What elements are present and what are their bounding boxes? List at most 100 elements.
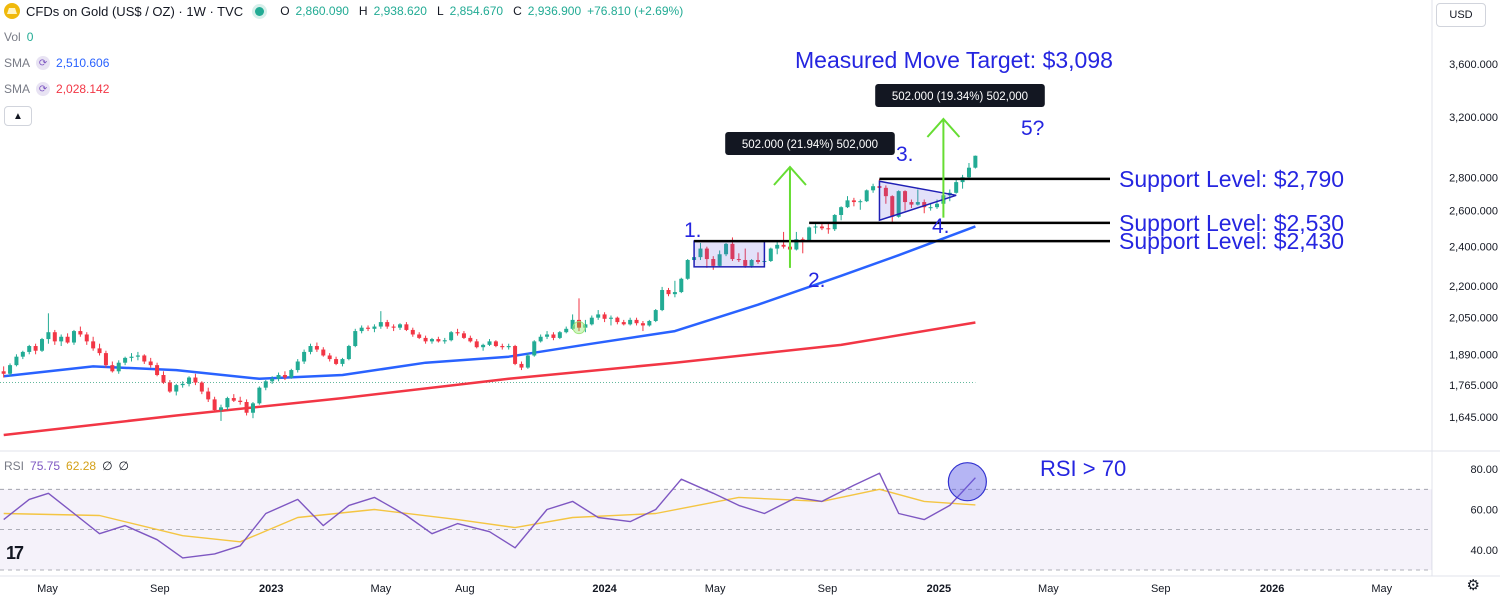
candle-body — [966, 167, 971, 178]
rsi-empty-value: ∅ — [118, 459, 129, 473]
candle-body — [321, 349, 326, 356]
candle-body — [775, 244, 780, 249]
candle-body — [704, 248, 709, 260]
tradingview-logo[interactable]: 17 — [6, 543, 24, 563]
candle-body — [621, 322, 626, 325]
rsi-legend[interactable]: RSI 75.75 62.28 ∅ ∅ — [4, 459, 129, 473]
candle-body — [398, 324, 403, 328]
candle-body — [628, 319, 633, 325]
candle-body — [302, 351, 307, 362]
time-axis-tick-label: Sep — [818, 583, 838, 595]
gold-logo-icon — [4, 3, 20, 19]
candle-body — [14, 356, 19, 366]
candle-body — [161, 375, 166, 383]
candle-body — [474, 341, 479, 348]
measure-label-bg — [725, 132, 895, 155]
rsi-ma-line — [3, 488, 976, 543]
symbol-title[interactable]: CFDs on Gold (US$ / OZ) · 1W · TVC — [26, 3, 244, 19]
candle-body — [65, 336, 70, 343]
candle-body — [359, 327, 364, 332]
sma-red-value: 2,028.142 — [56, 82, 110, 96]
candle-body — [647, 320, 652, 326]
low-value: 2,854.670 — [449, 4, 504, 18]
candle-body — [372, 326, 377, 329]
candle-body — [909, 202, 914, 205]
candle-body — [864, 190, 869, 202]
time-axis-tick-label: 2023 — [259, 583, 283, 595]
candle-body — [883, 187, 888, 197]
candle-body — [417, 334, 422, 338]
candle-body — [174, 385, 179, 392]
currency-button[interactable]: USD — [1436, 3, 1486, 27]
price-axis-tick-label: 3,600.000 — [1449, 59, 1498, 71]
rsi-annotation: RSI > 70 — [1040, 456, 1126, 481]
sma-red-legend[interactable]: SMA ⟳ 2,028.142 — [4, 82, 109, 96]
candle-body — [1, 371, 6, 374]
candle-body — [327, 355, 332, 360]
candle-body — [257, 387, 262, 404]
candle-body — [819, 226, 824, 229]
candle-body — [46, 332, 51, 340]
price-axis-tick-label: 2,800.000 — [1449, 172, 1498, 184]
candle-body — [378, 322, 383, 327]
high-label: H — [358, 4, 368, 18]
candle-body — [449, 332, 454, 341]
sma-blue-legend[interactable]: SMA ⟳ 2,510.606 — [4, 56, 109, 70]
candle-body — [167, 382, 172, 392]
support-label: Support Level: $2,530 — [1119, 210, 1344, 236]
candle-body — [602, 314, 607, 319]
time-axis-tick-label: May — [370, 583, 391, 595]
rsi-ma-value: 62.28 — [66, 459, 97, 473]
candle-body — [545, 334, 550, 337]
candle-body — [225, 398, 230, 408]
candle-body — [295, 361, 300, 371]
open-value: 2,860.090 — [295, 4, 349, 18]
candle-body — [679, 278, 684, 293]
rsi-axis-tick-label: 40.00 — [1470, 545, 1498, 557]
price-axis-tick-label: 1,765.000 — [1449, 380, 1498, 392]
candle-body — [532, 341, 537, 356]
measured-move-title: Measured Move Target: $3,098 — [795, 47, 1113, 73]
candle-body — [749, 260, 754, 266]
candle-body — [807, 227, 812, 242]
candle-body — [391, 326, 396, 328]
candle-body — [123, 357, 128, 363]
candle-body — [276, 375, 281, 379]
candle-body — [826, 228, 831, 230]
candle-body — [743, 260, 748, 266]
candle-body — [429, 339, 434, 342]
measure-arrow-head — [926, 117, 961, 138]
consolidation-box — [693, 240, 766, 268]
wave-label: 2. — [808, 269, 826, 292]
candle-body — [660, 289, 665, 311]
candle-body — [845, 200, 850, 208]
volume-legend[interactable]: Vol 0 — [4, 30, 33, 44]
candle-body — [922, 202, 927, 208]
candle-body — [570, 319, 575, 329]
candle-body — [129, 356, 134, 358]
candle-body — [71, 331, 76, 343]
candle-body — [461, 333, 466, 338]
measure-arrow-head — [773, 165, 807, 186]
candle-body — [615, 317, 620, 323]
candle-body — [250, 403, 255, 413]
candle-body — [717, 254, 722, 266]
close-label: C — [513, 4, 522, 18]
gear-icon[interactable]: ⚙ — [1466, 577, 1480, 594]
candle-body — [193, 377, 198, 383]
collapse-legend-button[interactable]: ▲ — [4, 106, 32, 126]
candle-body — [935, 203, 940, 208]
candle-body — [672, 292, 677, 295]
candle-body — [954, 182, 959, 193]
volume-value: 0 — [26, 30, 34, 44]
candle-body — [871, 186, 876, 191]
candle-body — [238, 400, 243, 403]
price-axis-tick-label: 2,200.000 — [1449, 281, 1498, 293]
candle-body — [366, 327, 371, 329]
loading-icon: ⟳ — [36, 82, 51, 96]
price-axis-tick-label: 2,400.000 — [1449, 242, 1498, 254]
candle-body — [231, 398, 236, 401]
candle-body — [519, 363, 524, 368]
triangle-pattern — [878, 180, 957, 222]
